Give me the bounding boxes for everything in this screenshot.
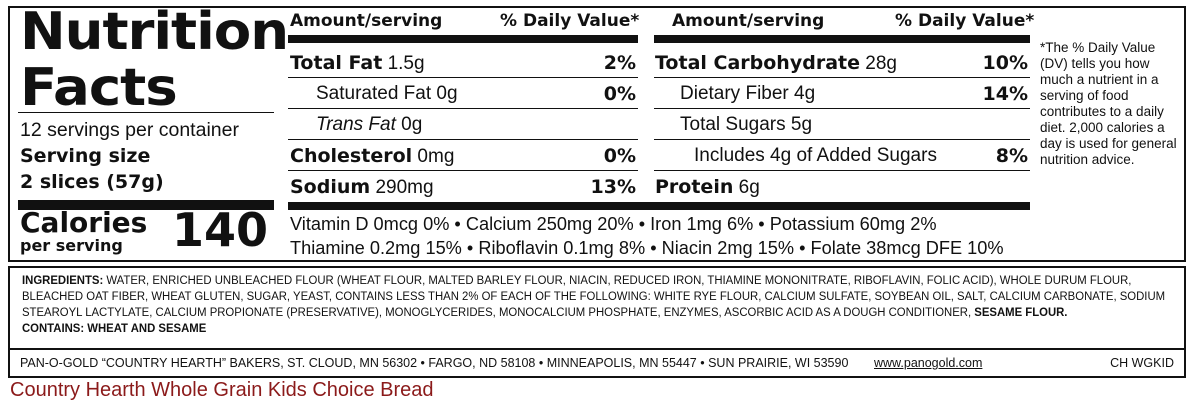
row-divider bbox=[288, 170, 638, 171]
product-caption: Country Hearth Whole Grain Kids Choice B… bbox=[10, 379, 434, 401]
dv-saturated-fat: 0% bbox=[603, 83, 636, 105]
product-code: CH WGKID bbox=[1110, 356, 1174, 370]
row-divider bbox=[288, 139, 638, 140]
nutrient-row-dietary-fiber: Dietary Fiber 4g bbox=[680, 83, 816, 104]
left-amount-header: Amount/serving bbox=[290, 11, 443, 31]
serving-size-label: Serving size bbox=[20, 145, 151, 167]
left-dv-header: % Daily Value* bbox=[500, 11, 640, 31]
row-divider bbox=[654, 170, 1030, 171]
serving-size-value: 2 slices (57g) bbox=[20, 171, 164, 193]
vitamins-line-1: Vitamin D 0mcg 0% • Calcium 250mg 20% • … bbox=[290, 214, 937, 234]
nutrient-row-total-carbohydrate: Total Carbohydrate 28g bbox=[655, 52, 897, 74]
nutrient-row-sodium: Sodium 290mg bbox=[290, 176, 434, 198]
servings-per-container: 12 servings per container bbox=[20, 119, 239, 141]
nutrition-facts-panel bbox=[8, 6, 1186, 262]
divider bbox=[18, 112, 274, 113]
manufacturer-footer: PAN-O-GOLD “COUNTRY HEARTH” BAKERS, ST. … bbox=[8, 350, 1186, 378]
row-divider bbox=[288, 108, 638, 109]
right-dv-header: % Daily Value* bbox=[895, 11, 1035, 31]
ingredients-list: WATER, ENRICHED UNBLEACHED FLOUR (WHEAT … bbox=[22, 273, 1166, 319]
row-divider bbox=[654, 77, 1030, 78]
dv-added-sugars: 8% bbox=[995, 145, 1028, 167]
manufacturer-info: PAN-O-GOLD “COUNTRY HEARTH” BAKERS, ST. … bbox=[20, 356, 849, 370]
daily-value-footnote: *The % Daily Value (DV) tells you how mu… bbox=[1040, 40, 1177, 167]
allergen-statement: CONTAINS: WHEAT AND SESAME bbox=[22, 321, 207, 335]
dv-sodium: 13% bbox=[590, 176, 636, 198]
ingredients-text: INGREDIENTS: WATER, ENRICHED UNBLEACHED … bbox=[22, 272, 1185, 336]
row-divider bbox=[654, 108, 1030, 109]
left-header-bar bbox=[288, 35, 638, 43]
nutrient-row-total-fat: Total Fat 1.5g bbox=[290, 52, 425, 74]
ingredients-label: INGREDIENTS: bbox=[22, 273, 104, 287]
calories-label: Calories bbox=[20, 206, 148, 239]
nutrient-row-protein: Protein 6g bbox=[655, 176, 760, 198]
nutrient-row-trans-fat: Trans Fat 0g bbox=[316, 114, 423, 135]
nutrient-row-total-sugars: Total Sugars 5g bbox=[680, 114, 813, 135]
nutrition-facts-title: Nutrition Facts bbox=[20, 2, 289, 118]
dv-total-carbohydrate: 10% bbox=[982, 52, 1028, 74]
calories-value: 140 bbox=[172, 203, 269, 257]
right-header-bar bbox=[654, 35, 1030, 43]
vitamins-line-2: Thiamine 0.2mg 15% • Riboflavin 0.1mg 8%… bbox=[290, 238, 1004, 258]
title-line-2: Facts bbox=[20, 58, 178, 118]
right-amount-header: Amount/serving bbox=[672, 11, 825, 31]
calories-sublabel: per serving bbox=[20, 236, 123, 255]
dv-dietary-fiber: 14% bbox=[982, 83, 1028, 105]
dv-total-fat: 2% bbox=[603, 52, 636, 74]
dv-cholesterol: 0% bbox=[603, 145, 636, 167]
website-link[interactable]: www.panogold.com bbox=[874, 356, 983, 370]
vitamins-top-bar bbox=[288, 202, 1030, 210]
ingredients-sesame: SESAME FLOUR. bbox=[974, 305, 1068, 319]
title-line-1: Nutrition bbox=[20, 2, 289, 62]
thick-divider bbox=[18, 200, 274, 210]
nutrient-row-added-sugars: Includes 4g of Added Sugars bbox=[694, 145, 937, 166]
ingredients-panel: INGREDIENTS: WATER, ENRICHED UNBLEACHED … bbox=[8, 266, 1186, 350]
row-divider bbox=[288, 77, 638, 78]
nutrient-row-saturated-fat: Saturated Fat 0g bbox=[316, 83, 458, 104]
row-divider bbox=[654, 139, 1030, 140]
nutrient-row-cholesterol: Cholesterol 0mg bbox=[290, 145, 455, 167]
